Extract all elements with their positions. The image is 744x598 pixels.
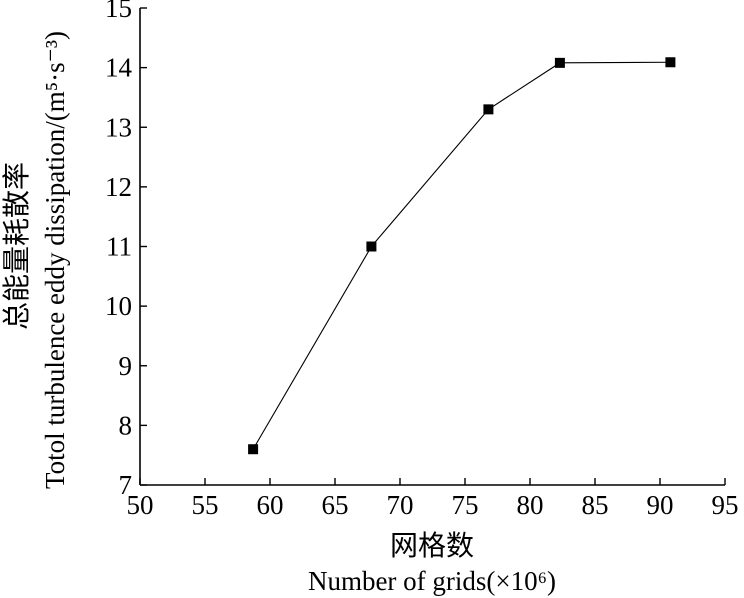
- data-point-marker: [248, 444, 259, 455]
- x-tick-label: 70: [387, 490, 414, 520]
- y-tick-label: 8: [119, 410, 133, 440]
- x-tick-label: 55: [192, 490, 219, 520]
- x-axis-title: Number of grids(×10⁶): [308, 566, 556, 596]
- y-tick-label: 12: [105, 172, 132, 202]
- y-tick-label: 15: [105, 0, 132, 23]
- axes: [139, 8, 725, 486]
- x-tick-label: 85: [582, 490, 609, 520]
- x-tick-label: 65: [322, 490, 349, 520]
- x-ticks: 50 55 60 65 70 75 80 85 90 95: [127, 478, 739, 520]
- y-axis-title: Totol turbulence eddy dissipation/(m⁵·s⁻…: [40, 31, 70, 489]
- y-tick-label: 11: [106, 232, 132, 262]
- y-tick-label: 13: [105, 112, 132, 142]
- x-axis-title-cn: 网格数: [390, 530, 474, 562]
- series: [248, 57, 676, 455]
- data-point-marker: [665, 57, 676, 68]
- y-axis-title-cn: 总能量耗散率: [1, 162, 33, 330]
- y-tick-label: 10: [105, 291, 132, 321]
- x-tick-label: 90: [647, 490, 674, 520]
- y-tick-label: 14: [105, 53, 133, 83]
- x-tick-label: 60: [257, 490, 284, 520]
- y-ticks: 7 8 9 10 11 12 13 14 15: [105, 0, 147, 500]
- x-tick-label: 80: [517, 490, 544, 520]
- x-tick-label: 95: [712, 490, 739, 520]
- data-point-marker: [483, 104, 494, 115]
- data-point-marker: [366, 241, 377, 252]
- data-point-marker: [554, 57, 565, 68]
- x-tick-label: 75: [452, 490, 479, 520]
- series-line: [252, 61, 671, 450]
- y-tick-label: 9: [119, 351, 133, 381]
- y-tick-label: 7: [119, 470, 133, 500]
- x-tick-label: 50: [127, 490, 154, 520]
